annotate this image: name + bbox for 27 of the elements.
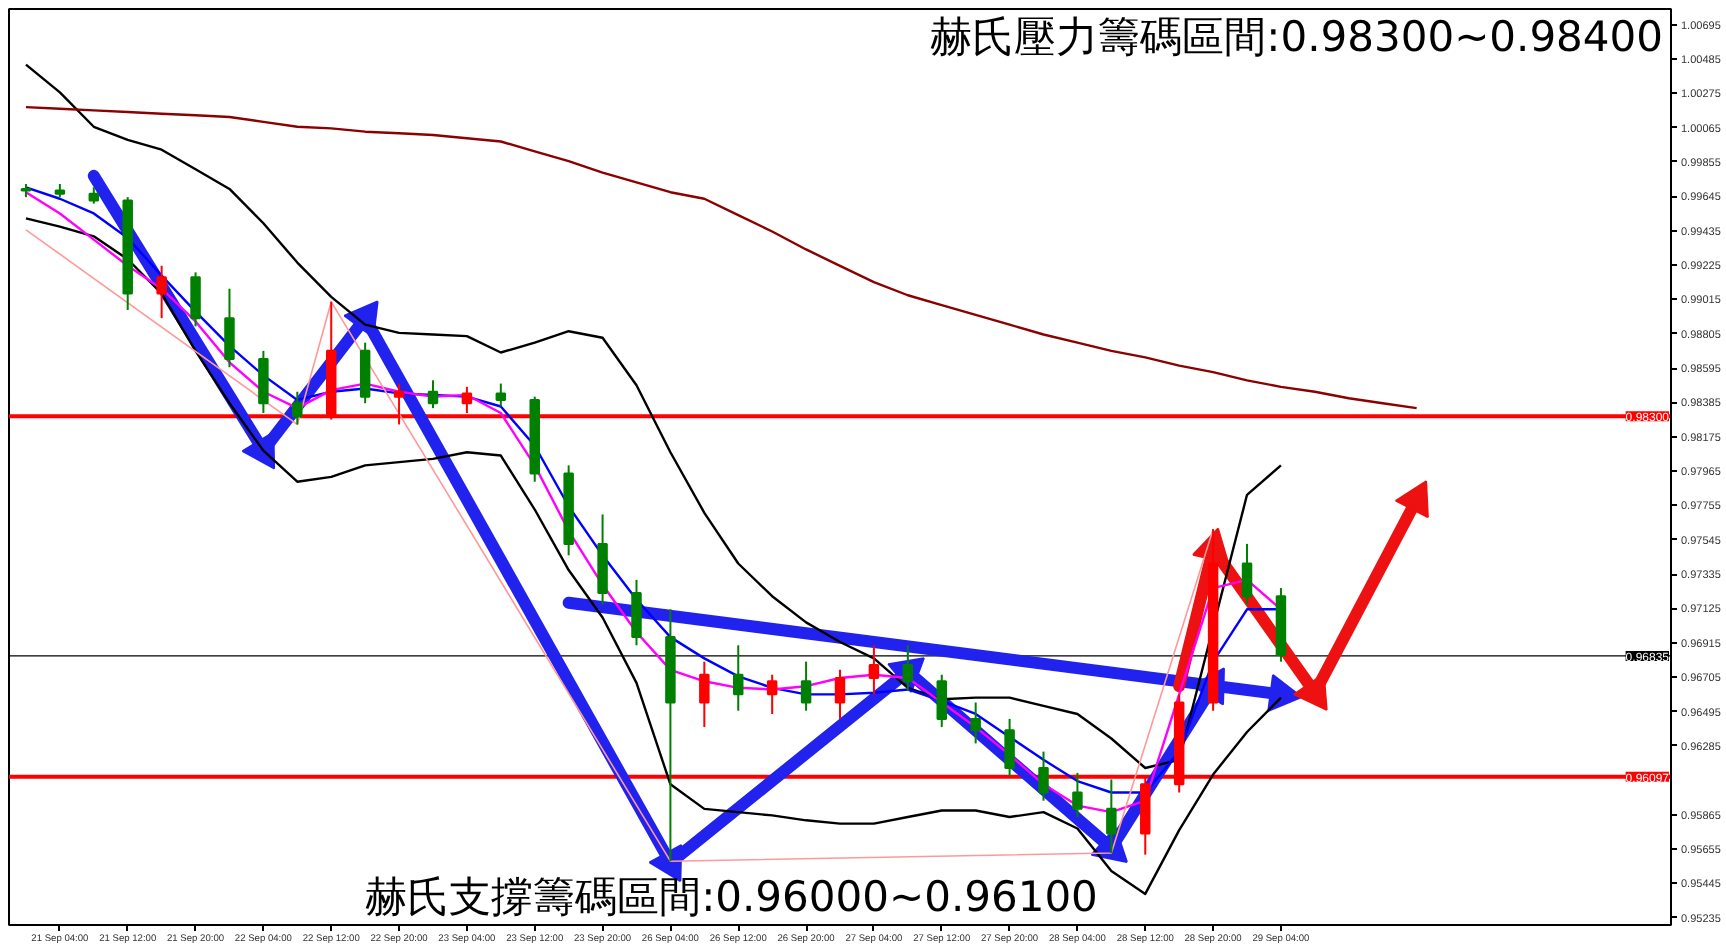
candlestick bbox=[766, 673, 778, 715]
candlestick bbox=[495, 382, 507, 408]
candlestick bbox=[156, 264, 167, 320]
candlestick bbox=[427, 379, 439, 410]
candlestick bbox=[258, 349, 269, 415]
candlestick bbox=[834, 668, 846, 720]
candlestick bbox=[190, 271, 201, 328]
candlestick bbox=[699, 660, 710, 729]
annotation: 赫氏支撐籌碼區間:0.96000~0.96100 bbox=[365, 873, 1098, 922]
candlestick bbox=[902, 644, 914, 693]
candlestick bbox=[733, 644, 744, 712]
annotation: 赫氏壓力籌碼區間:0.98300~0.98400 bbox=[930, 12, 1664, 61]
candlestick bbox=[800, 660, 812, 712]
candlestick bbox=[1038, 750, 1049, 802]
candlestick bbox=[1004, 717, 1015, 778]
line-series bbox=[24, 105, 1418, 410]
candlestick bbox=[631, 578, 642, 647]
candlestick bbox=[868, 644, 880, 696]
candlestick bbox=[1106, 778, 1117, 855]
point bbox=[1394, 480, 1429, 519]
candlestick bbox=[970, 701, 981, 745]
candlestick bbox=[1241, 542, 1253, 606]
candlestick bbox=[359, 341, 371, 405]
candlestick bbox=[224, 287, 235, 369]
candlestick bbox=[292, 390, 303, 426]
candlestick bbox=[936, 673, 947, 729]
candlestick bbox=[1072, 771, 1083, 819]
